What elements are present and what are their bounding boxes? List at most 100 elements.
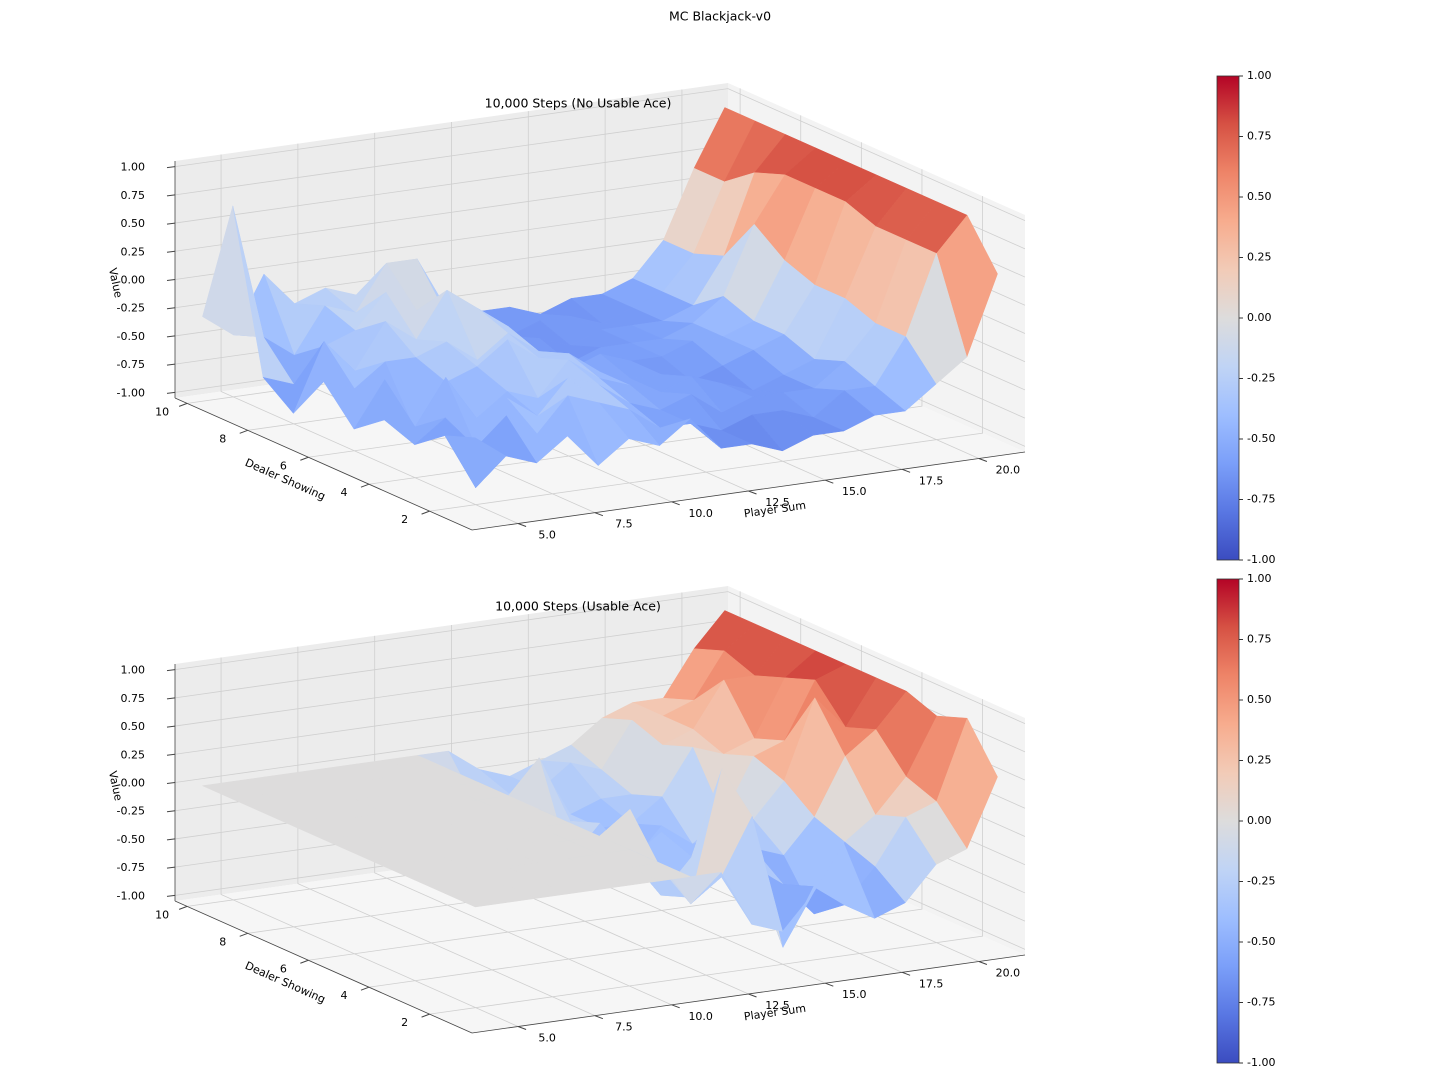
surface-face bbox=[444, 435, 507, 489]
y-tick bbox=[178, 402, 188, 407]
colorbar bbox=[1216, 75, 1240, 561]
x-tick-label: 10.0 bbox=[688, 1010, 713, 1023]
x-tick bbox=[978, 961, 988, 965]
y-tick-label: 2 bbox=[401, 513, 408, 526]
x-tick-label: 15.0 bbox=[842, 485, 867, 498]
x-tick bbox=[825, 479, 834, 484]
z-tick-label: 0.50 bbox=[121, 217, 146, 230]
y-axis bbox=[174, 397, 473, 531]
x-tick-label: 5.0 bbox=[538, 1032, 556, 1045]
x-axis bbox=[471, 954, 1026, 1034]
figure-title: MC Blackjack-v0 bbox=[669, 9, 771, 24]
y-tick bbox=[421, 510, 430, 515]
z-tick bbox=[166, 753, 176, 756]
z-tick-label: 1.00 bbox=[121, 664, 146, 677]
x-tick-label: 7.5 bbox=[615, 518, 633, 531]
x-tick-label: 10.0 bbox=[688, 507, 713, 520]
z-tick bbox=[166, 279, 176, 281]
colorbar-tick-label: -0.50 bbox=[1247, 432, 1275, 445]
z-tick-label: 0.25 bbox=[121, 245, 146, 258]
z-tick bbox=[166, 669, 176, 672]
z-tick-label: 1.00 bbox=[121, 161, 146, 174]
z-tick bbox=[166, 335, 176, 338]
z-tick-label: 0.00 bbox=[121, 274, 146, 287]
colorbar-tick-label: -0.25 bbox=[1247, 875, 1275, 888]
y-tick-label: 4 bbox=[340, 989, 347, 1002]
y-tick bbox=[360, 483, 370, 488]
y-tick-label: 6 bbox=[280, 962, 287, 975]
colorbar-tick-label: 0.00 bbox=[1247, 311, 1272, 324]
grid-line bbox=[374, 635, 672, 1006]
y-tick bbox=[239, 932, 248, 937]
y-axis bbox=[174, 900, 473, 1034]
x-tick bbox=[978, 458, 988, 462]
x-tick bbox=[671, 501, 680, 506]
x-tick-label: 12.5 bbox=[765, 496, 790, 509]
colorbar-tick-label: 0.75 bbox=[1247, 633, 1272, 646]
y-tick-label: 10 bbox=[155, 908, 169, 921]
y-tick-label: 4 bbox=[340, 486, 347, 499]
z-tick-label: -0.25 bbox=[117, 805, 145, 818]
z-tick bbox=[166, 307, 176, 310]
colorbar-tick-label: 1.00 bbox=[1247, 572, 1272, 585]
y-tick bbox=[300, 456, 309, 461]
z-tick bbox=[166, 725, 176, 728]
z-tick-label: 0.75 bbox=[121, 189, 146, 202]
axes-title: 10,000 Steps (Usable Ace) bbox=[495, 599, 661, 614]
colorbar-tick-label: 0.25 bbox=[1247, 251, 1272, 264]
axes-3d: 5.0 7.5 10.0 12.5 15.0 17.5 20.0 2 4 6 8 10 -1.00 -0.… bbox=[106, 83, 1026, 542]
grid-line bbox=[297, 646, 596, 1017]
z-tick-label: -0.50 bbox=[117, 833, 145, 846]
z-axis-label: Value bbox=[106, 267, 125, 299]
x-tick-label: 17.5 bbox=[919, 474, 944, 487]
z-tick bbox=[166, 866, 176, 869]
x-tick bbox=[901, 468, 911, 473]
axes-title: 10,000 Steps (No Usable Ace) bbox=[485, 96, 672, 111]
z-tick bbox=[166, 697, 176, 700]
z-tick bbox=[166, 782, 176, 784]
x-tick bbox=[901, 971, 911, 976]
colorbar-tick-label: -0.75 bbox=[1247, 493, 1275, 506]
z-tick bbox=[166, 810, 176, 813]
z-tick bbox=[166, 363, 176, 366]
axes-3d: 5.0 7.5 10.0 12.5 15.0 17.5 20.0 2 4 6 8 10 -1.00 -0.… bbox=[106, 586, 1026, 1045]
z-tick bbox=[166, 391, 176, 394]
z-tick-label: -1.00 bbox=[117, 386, 145, 399]
colorbar-tick-label: -0.50 bbox=[1247, 935, 1275, 948]
y-tick bbox=[239, 429, 248, 434]
y-tick bbox=[360, 986, 370, 991]
x-tick bbox=[748, 490, 757, 495]
x-axis-label: Player Sum bbox=[743, 1002, 807, 1024]
z-tick bbox=[166, 250, 176, 253]
y-tick-label: 2 bbox=[401, 1016, 408, 1029]
x-tick bbox=[748, 993, 757, 998]
z-tick bbox=[166, 838, 176, 841]
z-tick-label: 0.00 bbox=[121, 777, 146, 790]
grid-line bbox=[174, 591, 1026, 725]
z-tick-label: 0.25 bbox=[121, 748, 146, 761]
colorbar-tick-label: 1.00 bbox=[1247, 69, 1272, 82]
z-tick bbox=[166, 894, 176, 897]
x-tick bbox=[594, 512, 604, 517]
x-tick-label: 15.0 bbox=[842, 988, 867, 1001]
x-tick bbox=[594, 1015, 604, 1020]
x-tick bbox=[825, 982, 834, 987]
colorbar-tick-label: -1.00 bbox=[1247, 553, 1275, 566]
z-tick-label: -0.50 bbox=[117, 330, 145, 343]
y-tick-label: 6 bbox=[280, 459, 287, 472]
z-tick-label: 0.75 bbox=[121, 692, 146, 705]
y-tick-label: 10 bbox=[155, 405, 169, 418]
colorbar-tick-label: 0.50 bbox=[1247, 693, 1272, 706]
colorbar bbox=[1216, 578, 1240, 1064]
x-tick-label: 20.0 bbox=[996, 464, 1021, 477]
grid-line bbox=[174, 88, 1026, 222]
z-tick-label: 0.50 bbox=[121, 720, 146, 733]
x-tick bbox=[671, 1004, 680, 1009]
z-tick-label: -0.75 bbox=[117, 861, 145, 874]
colorbar-tick-label: 0.50 bbox=[1247, 190, 1272, 203]
colorbar-tick-label: 0.25 bbox=[1247, 754, 1272, 767]
z-tick-label: -1.00 bbox=[117, 889, 145, 902]
colorbar-tick-label: -0.75 bbox=[1247, 996, 1275, 1009]
z-tick bbox=[166, 166, 176, 169]
